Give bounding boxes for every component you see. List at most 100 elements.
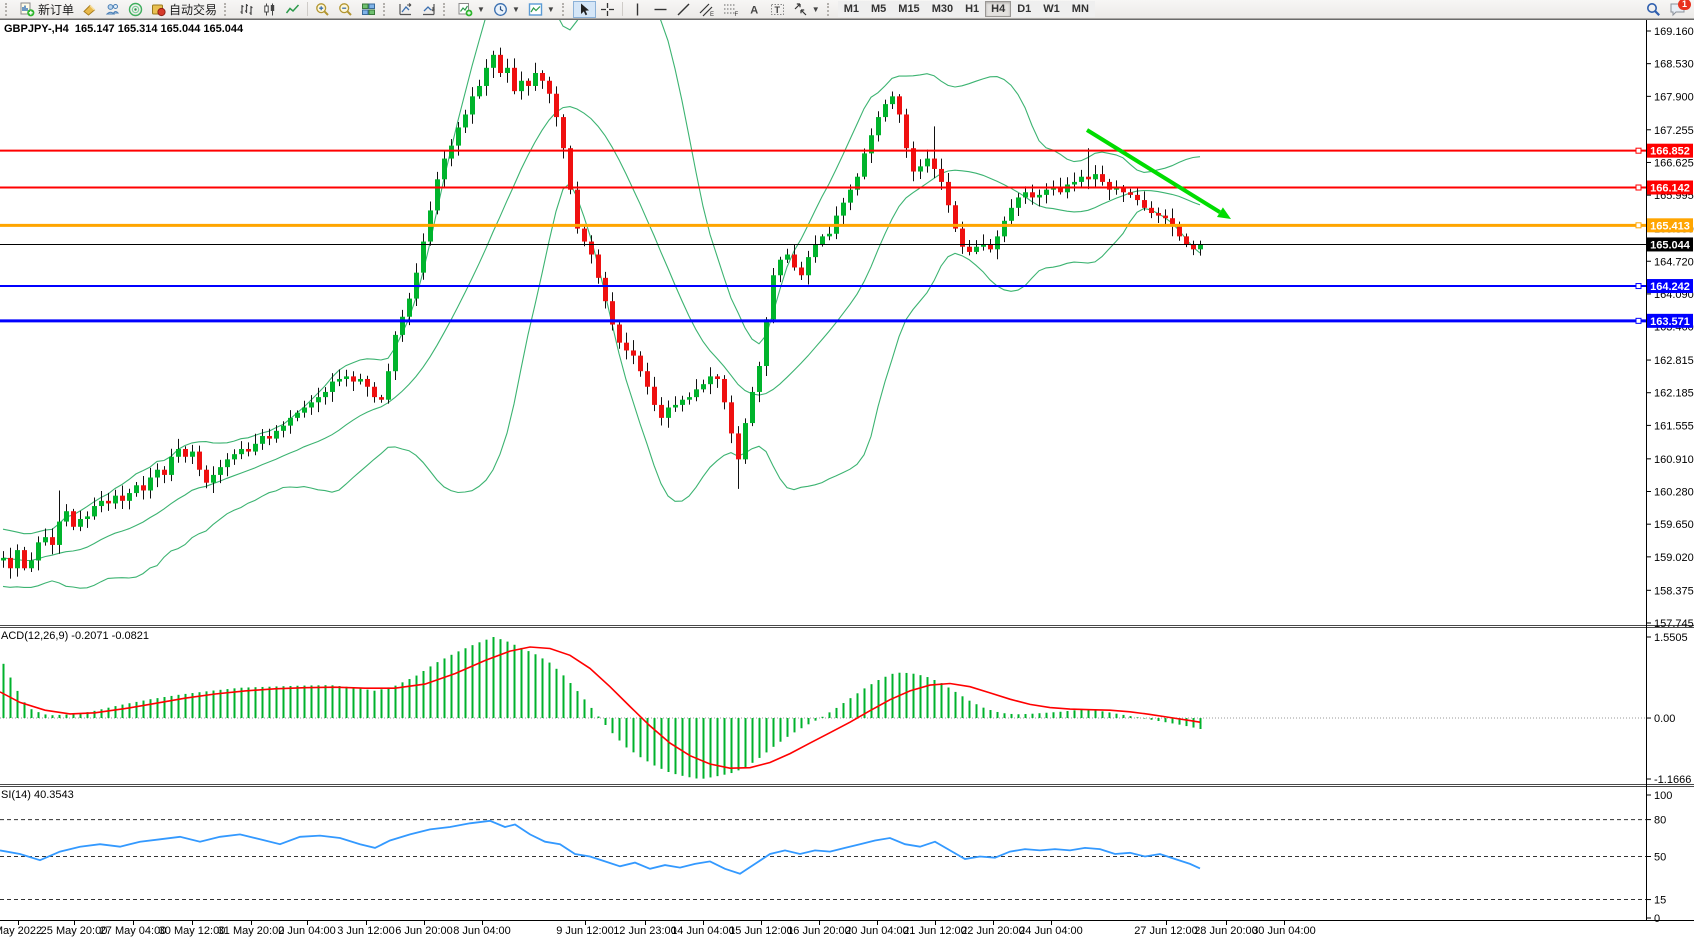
macd-indicator-label: ACD(12,26,9) -0.2071 -0.0821 — [1, 630, 149, 642]
arrow-objects-icon — [794, 2, 807, 15]
candle — [526, 80, 531, 86]
tile-windows-button[interactable] — [357, 1, 380, 18]
candle — [771, 275, 776, 320]
rsi-scale-label: 100 — [1654, 790, 1672, 802]
horizontal-line-tool-button[interactable] — [649, 1, 672, 18]
candle — [113, 495, 118, 504]
accounts-button[interactable] — [101, 1, 124, 18]
candlestick-chart-button[interactable] — [258, 1, 281, 18]
arrange-charts-button[interactable] — [394, 1, 417, 18]
price-level-badge — [1647, 143, 1693, 158]
channel-tool-button[interactable]: E — [695, 1, 719, 18]
rsi-line — [0, 819, 1201, 875]
candle — [512, 67, 517, 92]
periods-button[interactable]: ▼ — [489, 1, 524, 18]
arrows-tool-button[interactable]: ▼ — [789, 1, 824, 18]
toolbar-drag-handle[interactable] — [443, 2, 449, 16]
chart-canvas[interactable]: 169.160168.530167.900167.255166.625165.9… — [0, 19, 1694, 941]
candle — [960, 228, 965, 247]
timeframe-M5[interactable]: M5 — [865, 1, 893, 17]
candle — [820, 236, 825, 245]
candle — [295, 412, 300, 418]
autotrading-button[interactable]: 自动交易 — [147, 1, 221, 18]
candle — [701, 384, 706, 390]
candle — [288, 417, 293, 426]
candle — [848, 189, 853, 203]
timeframe-M1[interactable]: M1 — [837, 1, 865, 17]
candle — [946, 181, 951, 206]
line-chart-button[interactable] — [281, 1, 304, 18]
candle — [1121, 187, 1126, 193]
timeframe-W1[interactable]: W1 — [1037, 1, 1066, 17]
candle — [1135, 194, 1140, 201]
candle — [435, 179, 440, 211]
timeframe-D1[interactable]: D1 — [1011, 1, 1038, 17]
candle — [918, 166, 923, 172]
new-order-button[interactable]: 新订单 — [16, 1, 78, 18]
candle — [967, 246, 972, 252]
price-tick-label: 161.555 — [1654, 420, 1694, 432]
dropdown-caret-icon: ▼ — [477, 4, 485, 14]
main-chart-panel — [1, 20, 1203, 589]
timeframe-group: M1 M5 M15 M30 H1 H4 D1 W1 MN — [837, 1, 1095, 17]
crosshair-tool-button[interactable] — [596, 1, 619, 18]
candle — [190, 451, 195, 457]
candle — [610, 301, 615, 325]
new-chart-button[interactable]: ▼ — [454, 1, 489, 18]
styler-button[interactable] — [78, 1, 101, 18]
date-tick-label: 6 Jun 20:00 — [395, 925, 453, 937]
svg-text:164.242: 164.242 — [1650, 281, 1690, 293]
timeframe-M30[interactable]: M30 — [925, 1, 960, 17]
candle — [1107, 181, 1112, 190]
candle — [778, 259, 783, 276]
timeframe-H1[interactable]: H1 — [959, 1, 986, 17]
candle — [498, 54, 503, 74]
candle — [134, 485, 139, 494]
candle — [988, 244, 993, 250]
candle — [561, 117, 566, 149]
fibonacci-tool-button[interactable]: F — [719, 1, 743, 18]
date-tick-label: 9 Jun 12:00 — [556, 925, 614, 937]
candle — [827, 233, 832, 237]
signals-button[interactable] — [124, 1, 147, 18]
candle — [813, 244, 818, 258]
cursor-tool-button[interactable] — [572, 0, 596, 18]
bar-chart-button[interactable] — [235, 1, 258, 18]
candle — [400, 316, 405, 335]
search-button[interactable] — [1642, 1, 1665, 18]
candle — [197, 451, 202, 470]
auto-scroll-button[interactable] — [417, 1, 440, 18]
timeframe-MN[interactable]: MN — [1065, 1, 1095, 17]
candle — [694, 389, 699, 398]
vertical-line-tool-button[interactable] — [626, 1, 649, 18]
candle — [302, 407, 307, 413]
candle — [309, 402, 314, 408]
trendline-tool-button[interactable] — [672, 1, 695, 18]
timeframe-M15[interactable]: M15 — [892, 1, 926, 17]
candle — [1079, 176, 1084, 182]
candle — [379, 397, 384, 400]
equidistant-channel-icon: E — [699, 3, 714, 17]
toolbar-drag-handle[interactable] — [383, 2, 389, 16]
toolbar-drag-handle[interactable] — [561, 2, 568, 16]
candle — [876, 117, 881, 136]
autotrading-icon — [152, 4, 166, 16]
rsi-panel — [0, 819, 1646, 901]
toolbar-drag-handle[interactable] — [826, 2, 833, 16]
candle — [883, 104, 888, 118]
zoom-in-button[interactable] — [311, 1, 334, 18]
zoom-out-button[interactable] — [334, 1, 357, 18]
svg-text:A: A — [750, 4, 758, 16]
date-tick-label: 27 May 04:00 — [100, 925, 167, 937]
price-tick-label: 157.745 — [1654, 618, 1694, 630]
text-label-tool-button[interactable]: T — [766, 1, 789, 18]
candle — [36, 542, 41, 561]
toolbar-drag-handle[interactable] — [5, 2, 11, 16]
text-tool-button[interactable]: A — [743, 1, 766, 18]
toolbar-drag-handle[interactable] — [224, 2, 230, 16]
chart-title: GBPJPY-,H4 165.147 165.314 165.044 165.0… — [4, 23, 244, 35]
templates-button[interactable]: ▼ — [524, 1, 559, 18]
trend-arrow — [1085, 128, 1221, 214]
notifications-button[interactable]: 1 — [1669, 0, 1691, 17]
timeframe-H4[interactable]: H4 — [985, 1, 1012, 17]
